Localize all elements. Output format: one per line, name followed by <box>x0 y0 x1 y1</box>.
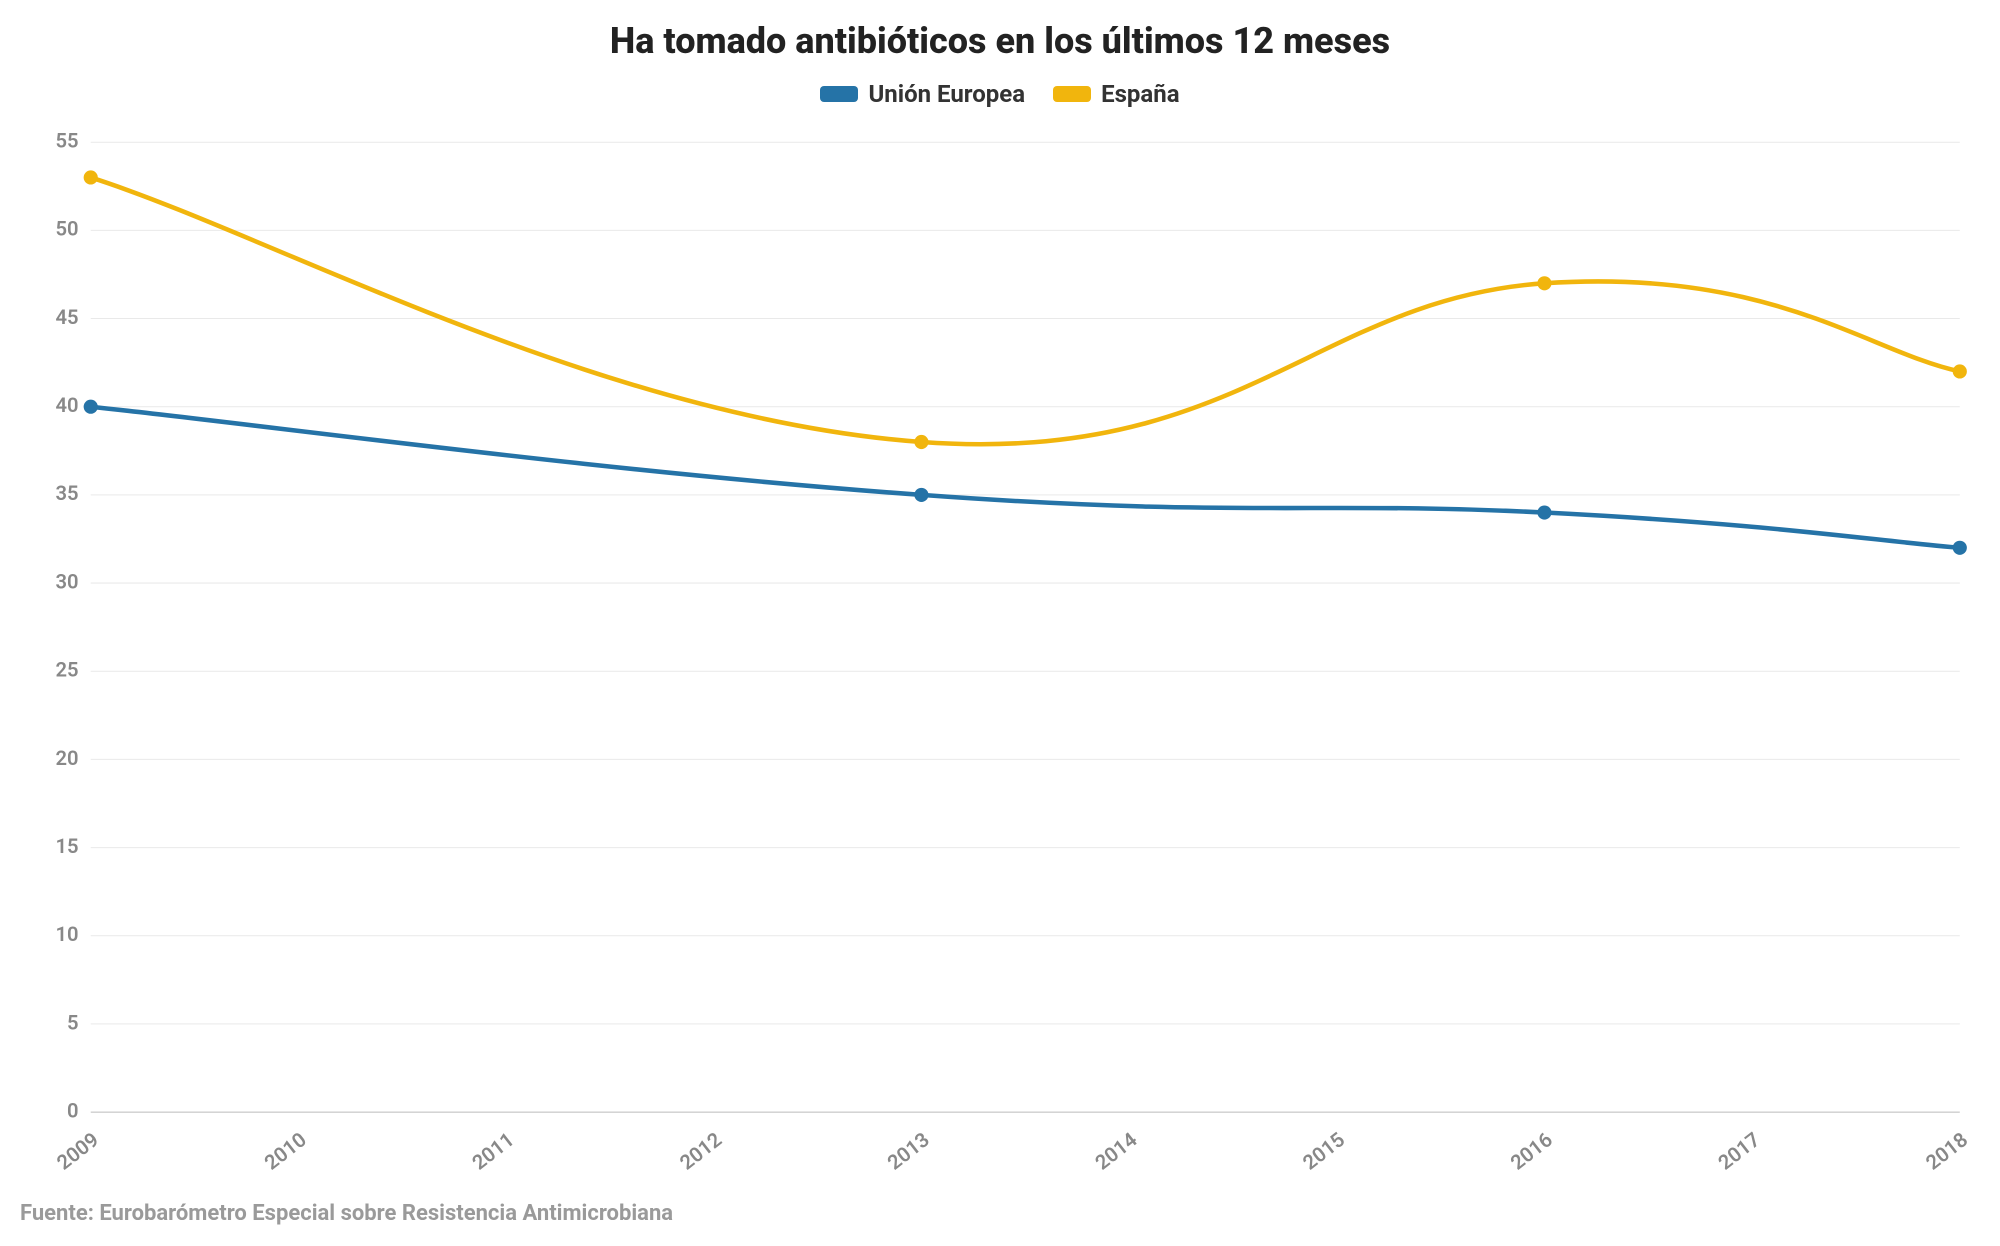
series-marker <box>1953 364 1967 378</box>
series-marker <box>1537 505 1551 519</box>
chart-container: Ha tomado antibióticos en los últimos 12… <box>20 20 1980 1226</box>
x-axis-tick-label: 2010 <box>260 1127 311 1174</box>
y-axis-tick-label: 25 <box>56 658 79 682</box>
series-marker <box>84 400 98 414</box>
legend-label: Unión Europea <box>868 80 1025 108</box>
x-axis-tick-label: 2018 <box>1921 1127 1972 1174</box>
line-chart-svg: 0 5 10 15 20 25 30 35 40 45 50 55 2009 2010 2011 2012 20… <box>20 122 1980 1193</box>
y-axis-tick-label: 40 <box>56 393 79 417</box>
chart-source: Fuente: Eurobarómetro Especial sobre Res… <box>20 1201 1980 1226</box>
series-marker <box>1953 541 1967 555</box>
series-marker <box>1537 276 1551 290</box>
chart-legend: Unión Europea España <box>20 80 1980 108</box>
y-axis-tick-label: 15 <box>56 834 79 858</box>
series-marker <box>84 170 98 184</box>
x-axis-tick-label: 2014 <box>1090 1127 1141 1174</box>
series-marker <box>914 435 928 449</box>
y-axis-tick-label: 35 <box>56 481 79 505</box>
chart-title: Ha tomado antibióticos en los últimos 12… <box>20 20 1980 62</box>
plot-area: 0 5 10 15 20 25 30 35 40 45 50 55 2009 2010 2011 2012 20… <box>20 122 1980 1193</box>
y-axis-tick-label: 20 <box>56 746 79 770</box>
legend-label: España <box>1101 80 1179 108</box>
legend-item: España <box>1053 80 1179 108</box>
legend-swatch <box>1053 86 1091 102</box>
y-axis-tick-label: 50 <box>56 217 79 241</box>
legend-item: Unión Europea <box>820 80 1025 108</box>
x-axis-tick-label: 2015 <box>1298 1127 1349 1174</box>
x-axis-tick-label: 2009 <box>52 1127 103 1174</box>
y-axis-tick-label: 10 <box>56 922 79 946</box>
series-line <box>91 177 1960 444</box>
y-axis-tick-label: 45 <box>56 305 79 329</box>
y-axis-tick-label: 0 <box>67 1098 79 1122</box>
x-axis-tick-label: 2011 <box>467 1127 518 1174</box>
y-axis-tick-label: 5 <box>67 1010 79 1034</box>
x-axis-tick-label: 2013 <box>883 1127 934 1174</box>
x-axis-tick-label: 2017 <box>1713 1127 1764 1174</box>
y-axis-tick-label: 30 <box>56 569 79 593</box>
x-axis-tick-label: 2016 <box>1506 1127 1557 1174</box>
x-axis-tick-label: 2012 <box>675 1127 726 1174</box>
y-axis-tick-label: 55 <box>56 129 79 153</box>
legend-swatch <box>820 86 858 102</box>
series-marker <box>914 488 928 502</box>
series-line <box>91 407 1960 548</box>
